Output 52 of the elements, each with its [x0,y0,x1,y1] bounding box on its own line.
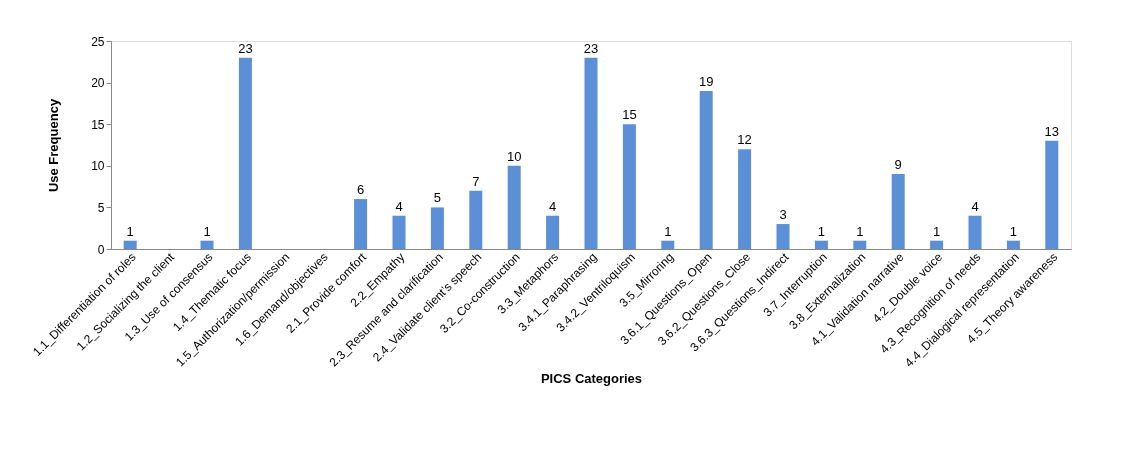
bar [1006,240,1020,249]
bar [507,165,521,249]
data-label: 1 [932,223,941,239]
data-label: 1 [817,223,826,239]
y-axis-title: Use Frequency [46,98,62,193]
data-label: 4 [395,198,403,214]
bar [238,57,252,249]
y-tick-label: 10 [91,159,105,174]
data-label: 7 [472,173,480,189]
bar [123,240,137,249]
bar [354,199,368,249]
data-label: 23 [583,40,599,56]
bar [622,124,636,249]
bar [968,215,982,249]
bar [584,57,598,249]
bar [546,215,560,249]
data-label: 9 [894,157,902,173]
data-label: 13 [1044,123,1060,139]
bar [200,240,214,249]
bar [853,240,867,249]
y-tick-label: 0 [97,242,105,257]
bar [1045,140,1059,249]
data-label: 12 [737,132,752,148]
y-tick-label: 20 [91,76,105,91]
data-label: 4 [548,198,557,214]
data-label: 1 [126,223,134,239]
bar [776,224,790,249]
x-axis-title: PICS Categories [540,371,643,387]
y-tick-label: 5 [97,200,105,215]
bar [930,240,944,249]
data-label: 4 [971,198,979,214]
data-label: 1 [203,223,211,239]
data-label: 19 [698,73,714,89]
data-label: 1 [1009,223,1018,239]
bar [469,190,483,249]
bar [430,207,444,249]
bar [699,90,713,249]
data-label: 1 [664,223,672,239]
bar [814,240,828,249]
bar [392,215,406,249]
data-label: 5 [433,190,442,206]
bar [891,174,905,249]
data-label: 1 [856,223,864,239]
data-label: 10 [506,148,522,164]
y-tick-label: 15 [91,117,105,132]
data-label: 23 [238,40,253,56]
bar [661,240,675,249]
data-label: 6 [356,182,365,198]
y-tick-label: 25 [91,34,105,49]
bar [738,149,752,249]
data-label: 15 [622,107,637,123]
data-label: 3 [779,207,787,223]
